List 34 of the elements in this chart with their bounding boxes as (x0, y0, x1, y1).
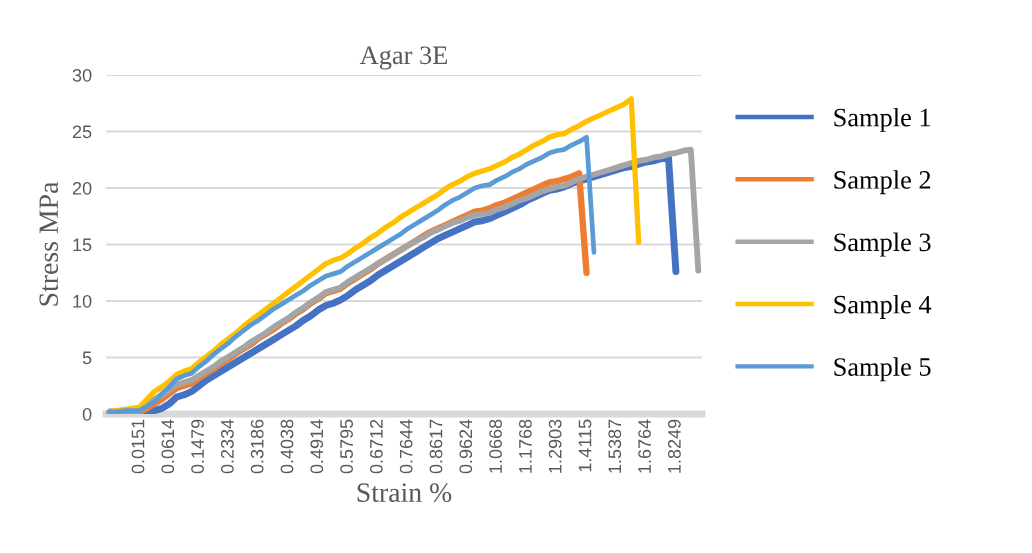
y-tick-label: 15 (73, 238, 92, 252)
x-tick-label: 1.2903 (548, 419, 562, 473)
y-tick-label: 0 (82, 407, 92, 421)
x-tick-label: 0.8617 (429, 419, 443, 474)
y-tick-label: 25 (72, 125, 92, 139)
x-tick-label: 0.1479 (191, 419, 204, 474)
legend-label: Sample 1 (834, 107, 931, 132)
y-tick-label: 10 (73, 294, 92, 308)
x-tick-label: 1.4115 (578, 419, 592, 472)
chart-title: Agar 3E (359, 46, 448, 70)
x-tick-label: 1.5387 (608, 419, 622, 473)
legend-label: Sample 5 (834, 357, 931, 382)
x-tick-label: 0.6712 (369, 419, 383, 474)
legend-label: Sample 2 (834, 170, 931, 195)
x-tick-label: 1.1768 (518, 419, 532, 473)
x-tick-label: 0.0614 (161, 419, 175, 474)
x-axis-title: Strain % (357, 483, 452, 503)
x-tick-label: 0.4914 (310, 419, 324, 474)
x-tick-label: 1.6764 (638, 419, 651, 473)
x-tick-label: 0.5795 (340, 419, 353, 474)
x-tick-label: 1.0668 (489, 419, 502, 473)
x-tick-label: 0.4038 (280, 419, 294, 474)
x-tick-label: 0.7644 (399, 419, 413, 474)
y-tick-label: 30 (72, 68, 92, 82)
y-tick-label: 20 (72, 181, 92, 195)
legend-label: Sample 4 (834, 294, 932, 319)
x-tick-label: 0.0151 (131, 419, 145, 474)
x-tick-label: 0.9624 (459, 419, 473, 474)
x-tick-label: 0.2334 (220, 419, 234, 474)
legend-label: Sample 3 (834, 232, 931, 257)
y-tick-label: 5 (82, 351, 92, 365)
y-axis-title: Stress MPa (39, 181, 59, 306)
x-tick-label: 1.8249 (667, 419, 681, 473)
x-tick-label: 0.3186 (250, 419, 264, 474)
